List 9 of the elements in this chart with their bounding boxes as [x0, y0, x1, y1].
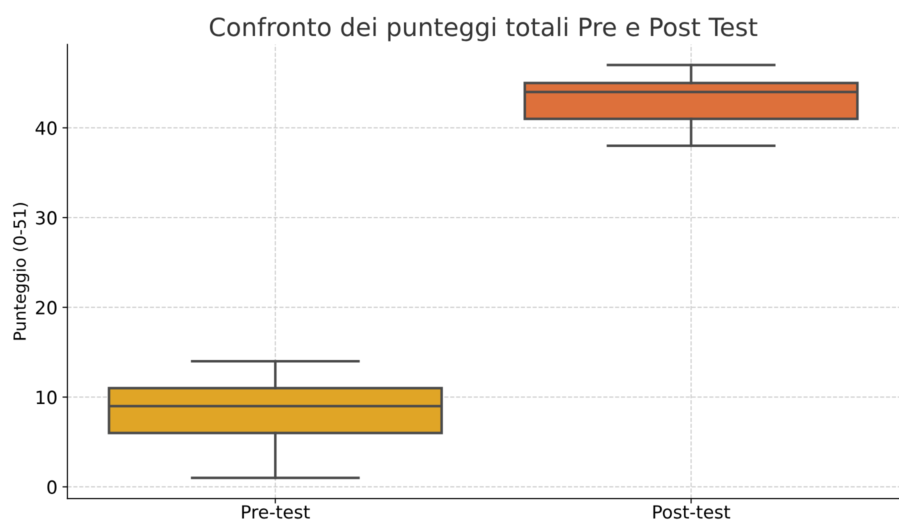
x-tick-label: Pre-test — [242, 505, 310, 519]
y-tick-label: 0 — [47, 480, 57, 494]
y-tick-label: 40 — [36, 121, 57, 135]
y-tick-label: 10 — [36, 390, 57, 404]
y-axis-title: Punteggio (0-51) — [13, 202, 30, 340]
x-tick-label: Post-test — [653, 505, 730, 519]
y-tick-label: 20 — [36, 300, 57, 314]
chart-title: Confronto dei punteggi totali Pre e Post Test — [210, 17, 758, 42]
y-tick-label: 30 — [36, 211, 57, 225]
